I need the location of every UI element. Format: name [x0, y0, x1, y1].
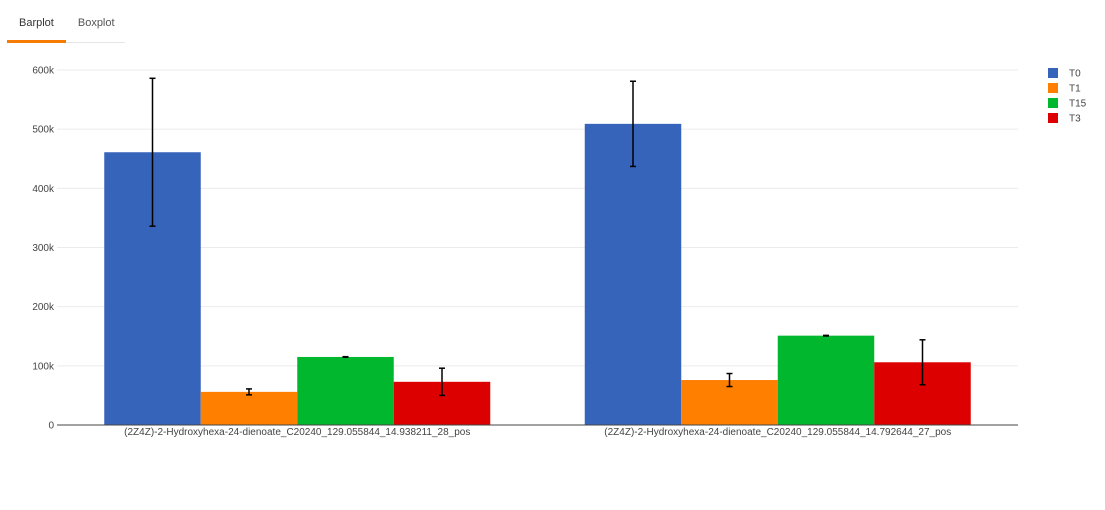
- bar-t15[interactable]: [297, 356, 394, 425]
- bar-t15[interactable]: [777, 335, 875, 425]
- error-bar: [342, 355, 349, 359]
- tab-boxplot[interactable]: Boxplot: [77, 17, 115, 29]
- x-category-label: (2Z4Z)-2-Hydroxyhexa-24-dienoate_C20240_…: [604, 427, 951, 438]
- error-bar: [726, 372, 733, 388]
- error-bar: [919, 339, 926, 386]
- y-axis: 0 100k 200k 300k 400k 500k 600k: [32, 66, 55, 432]
- bar-t0[interactable]: [584, 123, 682, 425]
- y-tick-label: 600k: [32, 66, 55, 77]
- error-bar: [439, 367, 445, 397]
- legend-item-t1[interactable]: T1: [1048, 83, 1081, 95]
- bar-t1[interactable]: [200, 391, 298, 425]
- x-category-label: (2Z4Z)-2-Hydroxyhexa-24-dienoate_C20240_…: [124, 427, 470, 438]
- tab-barplot[interactable]: Barplot: [7, 0, 66, 43]
- legend-swatch: [1048, 113, 1058, 123]
- bar-t1[interactable]: [681, 380, 778, 425]
- y-tick-label: 0: [48, 421, 54, 432]
- y-tick-label: 300k: [32, 243, 55, 254]
- y-tick-label: 500k: [32, 125, 55, 136]
- error-bar: [149, 77, 156, 227]
- error-bar: [823, 334, 829, 337]
- bars: [104, 123, 971, 425]
- legend-label: T3: [1069, 114, 1081, 125]
- legend-label: T15: [1069, 99, 1087, 110]
- legend: T0 T1 T15 T3: [1048, 68, 1087, 125]
- chart-tabs: Barplot Boxplot: [7, 0, 125, 43]
- legend-item-t0[interactable]: T0: [1048, 68, 1081, 80]
- error-bars: [149, 77, 926, 397]
- legend-swatch: [1048, 98, 1058, 108]
- y-tick-label: 200k: [32, 302, 55, 313]
- legend-label: T0: [1069, 69, 1081, 80]
- legend-label: T1: [1069, 84, 1081, 95]
- y-tick-label: 100k: [32, 361, 55, 372]
- error-bar: [246, 388, 252, 396]
- legend-swatch: [1048, 83, 1058, 93]
- y-tick-label: 400k: [32, 184, 55, 195]
- legend-swatch: [1048, 68, 1058, 78]
- error-bar: [630, 80, 636, 168]
- grid-lines: [57, 69, 1018, 367]
- legend-item-t15[interactable]: T15: [1048, 98, 1087, 110]
- x-axis-categories: (2Z4Z)-2-Hydroxyhexa-24-dienoate_C20240_…: [124, 427, 951, 438]
- legend-item-t3[interactable]: T3: [1048, 113, 1081, 125]
